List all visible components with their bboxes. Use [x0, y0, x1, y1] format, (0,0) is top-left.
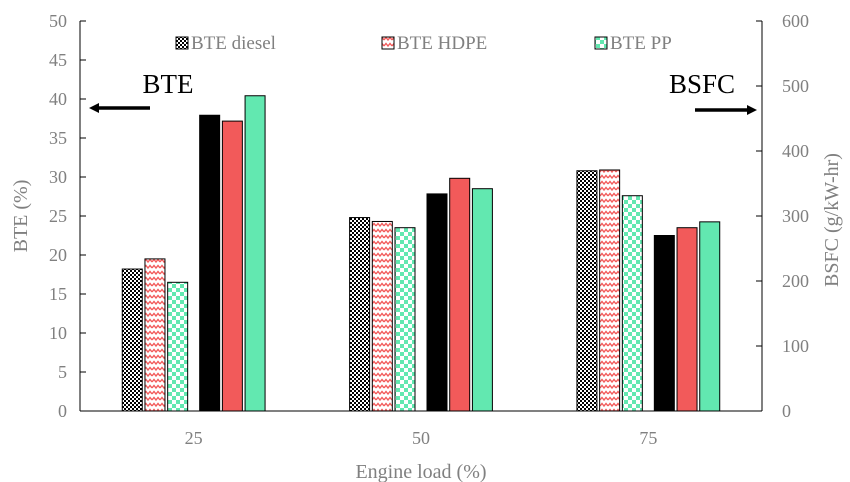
y-axis-title-left: BTE (%) [10, 180, 32, 253]
bar-series5-load-50 [449, 177, 471, 412]
y-tick-label-left: 45 [49, 50, 67, 70]
bar-series2-load-25 [144, 258, 166, 412]
bar-series5-load-25 [221, 120, 243, 412]
bars-layer [121, 95, 721, 412]
y-tick-label-left: 40 [49, 89, 67, 109]
annotations: BTE BSFC [89, 69, 757, 115]
bar-series3-load-75 [621, 195, 643, 412]
y-tick-label-right: 100 [782, 336, 809, 356]
y-tick-label-left: 30 [49, 167, 67, 187]
bar-series6-load-25 [244, 95, 266, 412]
axes-layer: 0510152025303540455001002003004005006002… [10, 11, 843, 482]
y-tick-label-left: 35 [49, 128, 67, 148]
bar-series1-load-25 [121, 268, 143, 412]
legend-label: BTE PP [610, 33, 672, 54]
annotation-bsfc: BSFC [669, 69, 735, 99]
y-tick-label-left: 50 [49, 11, 67, 31]
y-tick-label-right: 400 [782, 141, 809, 161]
y-tick-label-left: 15 [49, 284, 67, 304]
y-axis-title-right: BSFC (g/kW-hr) [821, 153, 843, 287]
bar-series2-load-50 [371, 220, 393, 412]
legend-swatch [381, 36, 395, 50]
annotation-bte: BTE [143, 69, 194, 99]
bar-series3-load-25 [167, 281, 189, 412]
legend-label: BTE HDPE [397, 33, 487, 54]
bar-series3-load-50 [394, 227, 416, 412]
bar-series6-load-75 [699, 221, 721, 412]
x-tick-label: 50 [412, 428, 430, 448]
y-tick-label-right: 500 [782, 76, 809, 96]
bar-series6-load-50 [471, 188, 493, 412]
x-tick-label: 25 [185, 428, 203, 448]
y-tick-label-left: 10 [49, 323, 67, 343]
y-tick-label-right: 600 [782, 11, 809, 31]
bar-series4-load-75 [653, 235, 675, 412]
bar-series4-load-25 [199, 114, 221, 412]
legend-swatch [175, 36, 189, 50]
bar-series4-load-50 [426, 193, 448, 412]
x-tick-label: 75 [639, 428, 657, 448]
legend: BTE diesel BTE HDPE BTE PP [175, 33, 672, 54]
bar-series1-load-50 [349, 217, 371, 412]
bar-series2-load-75 [599, 169, 621, 412]
legend-swatch [594, 36, 608, 50]
y-tick-label-left: 0 [58, 401, 67, 421]
y-tick-label-right: 0 [782, 401, 791, 421]
legend-label: BTE diesel [191, 33, 276, 54]
bar-series1-load-75 [576, 170, 598, 412]
x-axis-title: Engine load (%) [355, 461, 486, 482]
y-tick-label-left: 20 [49, 245, 67, 265]
bar-series5-load-75 [676, 227, 698, 412]
y-tick-label-right: 300 [782, 206, 809, 226]
y-tick-label-left: 5 [58, 362, 67, 382]
y-tick-label-left: 25 [49, 206, 67, 226]
y-tick-label-right: 200 [782, 271, 809, 291]
